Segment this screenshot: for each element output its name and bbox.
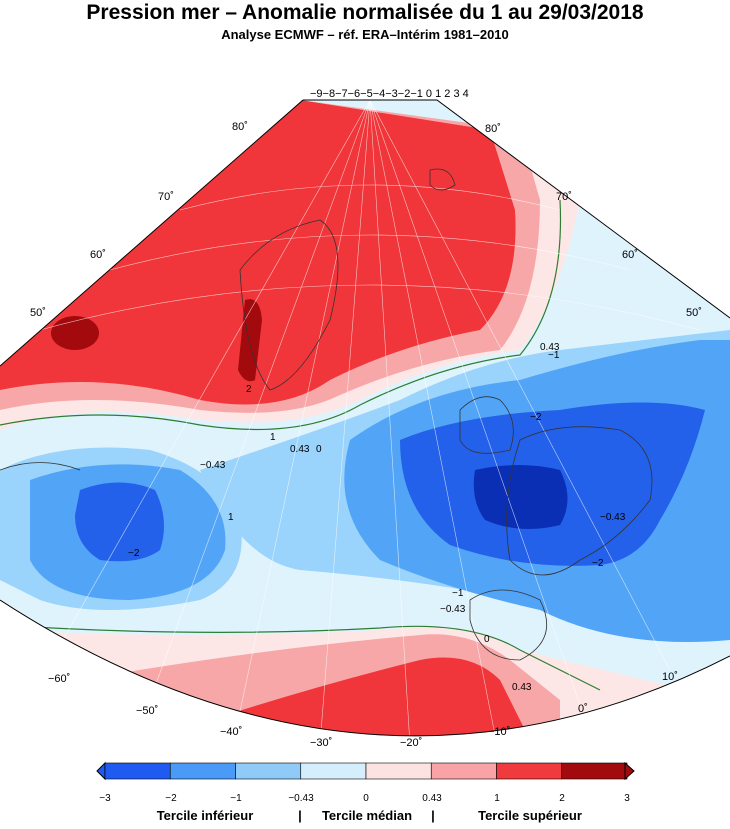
lon-label-10: 10˚ <box>662 671 678 683</box>
tercile-separator: | <box>298 808 302 823</box>
colorbar-low-arrow <box>96 761 106 781</box>
lat-label-right-80: 80˚ <box>485 123 501 135</box>
colorbar-swatch <box>300 762 367 780</box>
contour-label: 0.43 <box>512 682 532 693</box>
lat-label-right-70: 70˚ <box>556 191 572 203</box>
contour-label: 1 <box>228 512 234 523</box>
contour-label: 2 <box>246 384 252 395</box>
lat-label-right-50: 50˚ <box>686 307 702 319</box>
colorbar-tick: −1 <box>230 793 242 804</box>
contour-label: 0 <box>316 444 322 455</box>
chart-title: Pression mer – Anomalie normalisée du 1 … <box>86 1 644 24</box>
lat-label-left-50: 50˚ <box>30 307 46 319</box>
colorbar-tick: 1 <box>494 793 500 804</box>
contour-label: 0.43 <box>290 444 310 455</box>
tercile-inferior-label: Tercile inférieur <box>157 808 254 823</box>
colorbar-swatch <box>169 762 236 780</box>
lat-label-right-60: 60˚ <box>622 249 638 261</box>
lon-label-m60: −60˚ <box>48 673 70 685</box>
pole-labels: −9−8−7−6−5−4−3−2−1 0 1 2 3 4 <box>310 88 469 100</box>
tercile-superior-label: Tercile supérieur <box>478 808 582 823</box>
contour-label: −2 <box>592 558 604 569</box>
tercile-median-label: Tercile médian <box>322 808 412 823</box>
west-neg2 <box>75 482 164 562</box>
lat-label-left-70: 70˚ <box>158 191 174 203</box>
north-pos2-west <box>51 316 99 350</box>
contour-south <box>0 624 601 691</box>
north-pos2-greenland <box>238 299 262 382</box>
lon-label-m40: −40˚ <box>220 726 242 738</box>
colorbar-swatch <box>104 762 171 780</box>
colorbar-tick: 3 <box>624 793 630 804</box>
contour-label: −0.43 <box>200 460 226 471</box>
east-neg3 <box>473 465 568 529</box>
colorbar <box>96 761 635 781</box>
contour-label: −1 <box>548 350 560 361</box>
map-frame <box>0 99 730 367</box>
tercile-separator: | <box>431 808 435 823</box>
lon-label-m10: −10˚ <box>488 726 510 738</box>
colorbar-tick: 2 <box>559 793 565 804</box>
map-frame-bottom <box>0 599 730 737</box>
lon-label-m20: −20˚ <box>400 737 422 749</box>
contour-label: 1 <box>270 432 276 443</box>
contour-label: −1 <box>452 588 464 599</box>
lon-label-m30: −30˚ <box>310 737 332 749</box>
contour-label: 0 <box>484 634 490 645</box>
colorbar-swatch <box>365 762 432 780</box>
colorbar-swatch <box>430 762 497 780</box>
colorbar-swatch <box>561 762 628 780</box>
contour-label: −2 <box>530 412 542 423</box>
south-pos1-band <box>180 657 540 736</box>
contour-label: −2 <box>128 548 140 559</box>
graticule <box>39 100 701 736</box>
colorbar-tick: 0.43 <box>422 793 442 804</box>
lon-label-0: 0˚ <box>578 703 588 715</box>
contour-label: −0.43 <box>440 604 466 615</box>
lat-label-left-80: 80˚ <box>232 121 248 133</box>
colorbar-swatch <box>235 762 302 780</box>
colorbar-tick: −3 <box>99 793 111 804</box>
colorbar-tick: −0.43 <box>288 793 314 804</box>
contour-north <box>0 199 562 431</box>
colorbar-tick: 0 <box>363 793 369 804</box>
lon-label-m50: −50˚ <box>136 705 158 717</box>
chart-subtitle: Analyse ECMWF – réf. ERA–Intérim 1981–20… <box>221 27 509 42</box>
contour-label: 0.43 <box>540 342 560 353</box>
contour-label: −0.43 <box>600 512 626 523</box>
lat-label-left-60: 60˚ <box>90 249 106 261</box>
coastlines <box>0 168 653 661</box>
colorbar-high-arrow <box>624 761 635 781</box>
colorbar-tick: −2 <box>165 793 177 804</box>
colorbar-swatch <box>496 762 563 780</box>
